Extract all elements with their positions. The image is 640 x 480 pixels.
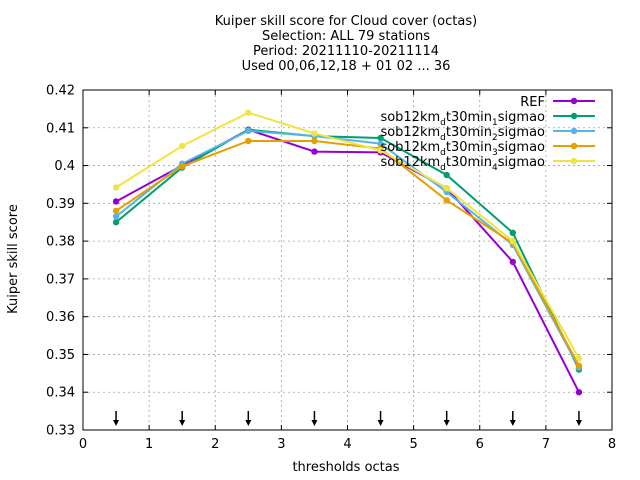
- data-point: [178, 163, 186, 170]
- y-tick-label: 0.39: [46, 197, 75, 212]
- y-tick-label: 0.37: [46, 272, 75, 287]
- legend-item: sob12kmdt30min2sigmao: [380, 125, 595, 143]
- data-point: [112, 213, 120, 220]
- threshold-arrow: [245, 411, 252, 426]
- series-line: [115, 128, 580, 393]
- x-axis-label: thresholds octas: [292, 460, 399, 475]
- x-tick-label: 4: [343, 437, 351, 452]
- data-point: [575, 362, 583, 369]
- y-axis-label: Kuiper skill score: [6, 204, 21, 314]
- data-point: [509, 258, 517, 266]
- legend-label: sob12kmdt30min3sigmao: [380, 140, 545, 158]
- data-point: [509, 237, 517, 245]
- legend-item: sob12kmdt30min4sigmao: [380, 155, 595, 173]
- legend-label: REF: [520, 95, 545, 110]
- data-point: [377, 134, 384, 142]
- series-5: [112, 109, 583, 362]
- data-point: [509, 229, 517, 236]
- threshold-arrow: [509, 411, 516, 426]
- series-line: [115, 140, 580, 367]
- legend: REFsob12kmdt30min1sigmaosob12kmdt30min2s…: [380, 95, 595, 173]
- y-tick-label: 0.42: [46, 84, 75, 99]
- data-point: [377, 147, 384, 154]
- data-point: [112, 184, 120, 191]
- threshold-arrow: [575, 411, 582, 426]
- data-point: [443, 197, 450, 204]
- legend-marker: [570, 142, 578, 150]
- data-point: [443, 185, 450, 192]
- legend-label: sob12kmdt30min4sigmao: [380, 155, 545, 173]
- y-tick-label: 0.38: [46, 235, 75, 250]
- data-point: [377, 140, 384, 147]
- data-point: [311, 130, 318, 137]
- y-tick-label: 0.33: [46, 424, 75, 439]
- series-line: [115, 111, 580, 359]
- y-tick-label: 0.35: [46, 348, 75, 363]
- data-point: [112, 198, 120, 205]
- data-point: [311, 137, 318, 145]
- data-point: [575, 389, 583, 396]
- y-tick-label: 0.36: [46, 310, 75, 325]
- x-tick-label: 2: [211, 437, 219, 452]
- data-point: [112, 207, 120, 215]
- y-tick-label: 0.4: [54, 159, 75, 174]
- axis-ticks: 0 1 2 3 4 5 6 7 8 0.33 0.34 0.35 0.36 0.37 0.38 0.39 0.4…: [46, 84, 616, 453]
- legend-marker: [570, 97, 578, 105]
- chart-title: Kuiper skill score for Cloud cover (octa…: [215, 14, 477, 74]
- threshold-arrows: [113, 411, 582, 426]
- data-point: [178, 142, 186, 150]
- threshold-arrow: [377, 411, 384, 426]
- legend-item: sob12kmdt30min3sigmao: [380, 140, 595, 158]
- series: [112, 109, 583, 396]
- data-point: [112, 219, 120, 226]
- title-line-2: Selection: ALL 79 stations: [262, 29, 430, 44]
- threshold-arrow: [311, 411, 318, 426]
- x-tick-label: 8: [608, 437, 616, 452]
- title-line-1: Kuiper skill score for Cloud cover (octa…: [215, 14, 477, 29]
- threshold-arrow: [179, 411, 186, 426]
- data-point: [575, 355, 583, 362]
- series-4: [112, 137, 583, 369]
- y-tick-label: 0.41: [46, 121, 75, 136]
- x-tick-label: 7: [542, 437, 550, 452]
- plot-border: [82, 89, 613, 431]
- data-point: [245, 109, 252, 116]
- legend-item: REF: [520, 95, 595, 110]
- threshold-arrow: [113, 411, 120, 426]
- title-line-4: Used 00,06,12,18 + 01 02 ... 36: [242, 59, 451, 74]
- legend-marker: [570, 112, 578, 120]
- x-tick-label: 5: [409, 437, 417, 452]
- grid: [83, 90, 612, 430]
- legend-label: sob12kmdt30min1sigmao: [380, 110, 545, 128]
- threshold-arrow: [443, 411, 450, 426]
- legend-marker: [570, 157, 578, 165]
- x-tick-label: 6: [476, 437, 484, 452]
- legend-item: sob12kmdt30min1sigmao: [380, 110, 595, 128]
- legend-marker: [570, 127, 578, 135]
- legend-label: sob12kmdt30min2sigmao: [380, 125, 545, 143]
- x-tick-label: 3: [277, 437, 285, 452]
- data-point: [443, 171, 450, 179]
- data-point: [245, 137, 252, 145]
- title-line-3: Period: 20211110-20211114: [253, 44, 439, 59]
- data-point: [311, 148, 318, 155]
- data-point: [245, 127, 252, 134]
- x-tick-label: 1: [145, 437, 153, 452]
- y-tick-label: 0.34: [46, 386, 75, 401]
- x-tick-label: 0: [79, 437, 87, 452]
